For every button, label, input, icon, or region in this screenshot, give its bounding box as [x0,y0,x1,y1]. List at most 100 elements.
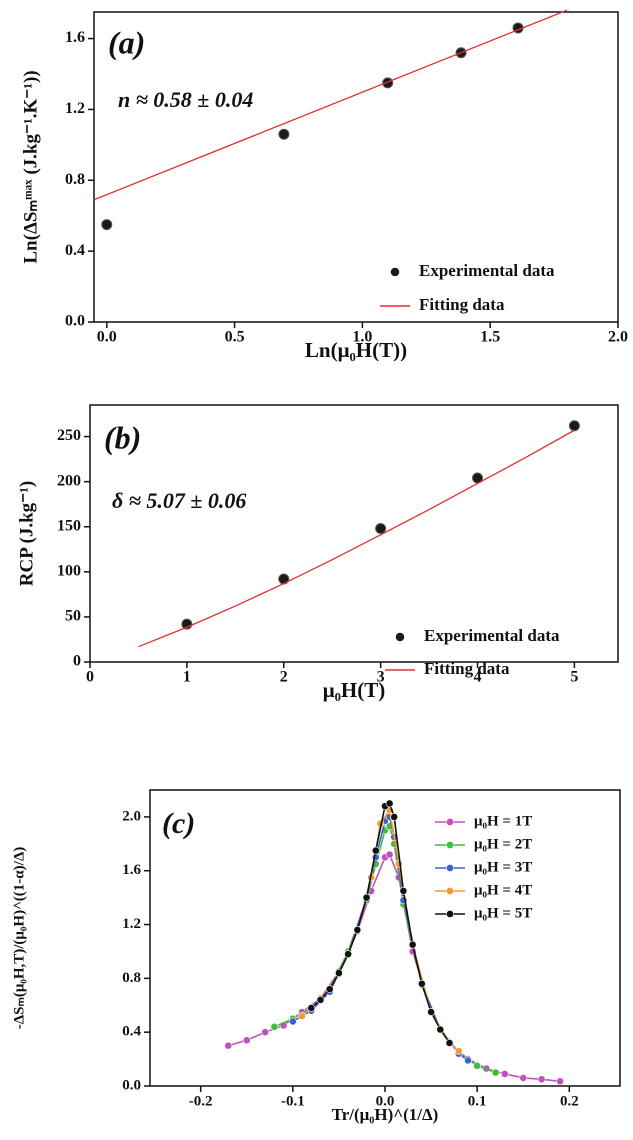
data-point [362,893,371,902]
x-tick-label: 0.2 [560,1093,579,1109]
y-tick-label: 1.2 [122,916,141,932]
data-point [325,985,334,994]
data-point [390,813,399,821]
data-point [278,128,290,140]
y-tick-label: 250 [57,427,81,444]
plot-frame [89,404,619,663]
data-point [371,846,380,855]
data-point [464,1056,472,1065]
series-line [292,815,469,1062]
y-tick-label: 0.0 [65,313,85,330]
x-tick-label: -0.2 [189,1093,213,1109]
y-tick-label: 0.4 [65,242,85,259]
x-tick-label: 3 [377,669,385,686]
data-point [537,1075,546,1084]
x-tick-label: 1 [183,669,191,686]
y-axis-label: RCP (J.kg⁻¹) [16,481,37,586]
series-line [93,9,568,201]
legend-label: μ₀H = 2T [474,836,532,852]
legend-label: Experimental data [419,261,555,280]
y-tick-label: 100 [57,562,81,579]
series-line [138,429,575,648]
x-axis-label: Tr/(μ₀H)^(1/Δ) [332,1105,439,1124]
y-tick-label: 200 [57,472,81,489]
x-tick-label: 4 [474,669,482,686]
legend-label: Experimental data [424,626,560,645]
annotation: n ≈ 0.58 ± 0.04 [118,87,253,112]
data-point [445,1039,454,1047]
data-point [385,850,394,859]
legend-label: Fitting data [419,295,505,314]
data-point [344,950,353,959]
x-tick-label: 0.5 [225,329,245,346]
x-tick-label: 0 [86,669,94,686]
data-point [298,1012,306,1020]
data-point [224,1041,233,1050]
legend-marker [446,864,454,872]
y-axis-label: Ln(ΔSₘᵐᵃˣ (J.kg⁻¹.K⁻¹)) [20,70,41,263]
plot-frame [93,11,619,323]
legend-marker [446,841,454,849]
data-point [270,1022,279,1031]
data-point [385,799,394,808]
legend-marker [390,267,400,277]
x-tick-label: 1.0 [352,329,372,346]
legend-label: μ₀H = 5T [474,905,532,921]
x-axis-label: μ₀H(T) [323,678,386,702]
y-tick-label: 50 [65,608,81,625]
x-tick-label: 5 [570,669,578,686]
data-point [335,969,343,977]
y-tick-label: 150 [57,517,81,534]
y-tick-label: 1.2 [65,100,85,117]
y-axis-label: -ΔSₘ(μ₀H,T)/(μ₀H)^((1-α)/Δ) [11,847,27,1029]
data-point [454,1047,463,1055]
data-point [375,523,387,535]
data-point [519,1074,528,1082]
annotation: (b) [104,419,141,455]
data-point [353,926,362,934]
y-tick-label: 0.8 [122,970,141,986]
legend-marker [395,632,405,642]
data-point [491,1068,500,1077]
x-axis-label: Ln(μ₀H(T)) [305,338,407,362]
annotation: δ ≈ 5.07 ± 0.06 [112,488,246,513]
data-point [307,1004,316,1012]
plot-frame [149,789,621,1087]
legend-marker [446,887,454,895]
y-tick-label: 0.8 [65,171,85,188]
data-point [473,1061,482,1070]
y-tick-label: 1.6 [122,862,141,878]
data-point [399,887,408,895]
annotation: (c) [162,807,195,840]
data-point [408,940,417,949]
annotation: (a) [108,24,145,60]
data-point [394,860,403,868]
data-point [500,1069,509,1078]
data-point [417,979,426,988]
data-point [261,1028,270,1037]
legend-marker [446,910,454,918]
legend-label: μ₀H = 1T [474,813,532,829]
x-tick-label: 2 [280,669,288,686]
x-tick-label: 0.1 [468,1093,487,1109]
legend-marker [446,818,454,826]
legend-label: μ₀H = 3T [474,859,532,875]
y-tick-label: 0.4 [122,1024,141,1040]
x-tick-label: 1.5 [480,329,500,346]
data-point [316,995,325,1004]
data-point [436,1025,445,1034]
y-tick-label: 2.0 [122,808,141,824]
series-line [274,824,496,1074]
data-point [427,1008,435,1016]
data-point [242,1036,251,1045]
legend-label: μ₀H = 4T [474,882,532,898]
x-tick-label: 0.0 [97,329,117,346]
y-tick-label: 0.0 [122,1077,141,1093]
data-point [288,1017,297,1026]
x-tick-label: 0.0 [376,1093,395,1109]
data-point [556,1077,564,1086]
y-tick-label: 1.6 [65,29,85,46]
y-tick-label: 0 [73,653,81,670]
x-tick-label: -0.1 [281,1093,305,1109]
